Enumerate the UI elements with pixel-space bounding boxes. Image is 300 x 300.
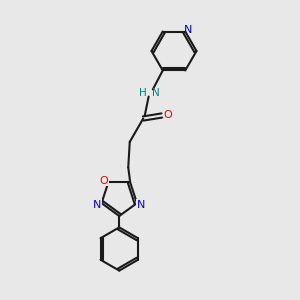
Text: N: N <box>184 25 192 35</box>
Text: O: O <box>163 110 172 121</box>
Text: N: N <box>93 200 101 210</box>
Text: N: N <box>152 88 159 98</box>
Text: H: H <box>139 88 146 98</box>
Text: O: O <box>100 176 109 186</box>
Text: N: N <box>137 200 145 210</box>
